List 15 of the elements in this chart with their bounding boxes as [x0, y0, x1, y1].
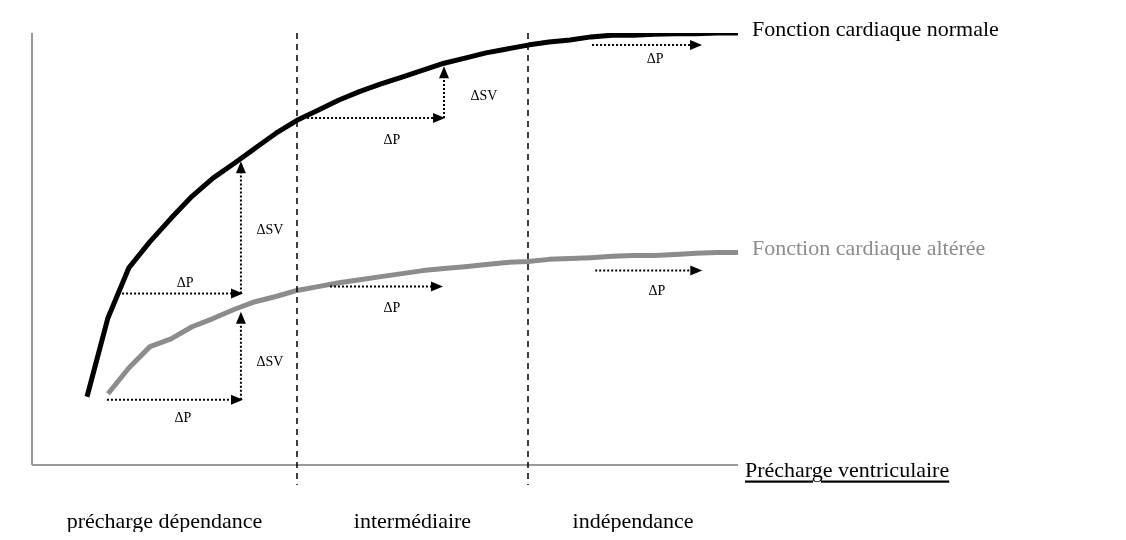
- annotation: ΔP: [383, 131, 401, 147]
- annotation: ΔSV: [256, 222, 284, 238]
- annotation: ΔSV: [256, 354, 284, 370]
- annotation: ΔP: [646, 51, 664, 67]
- text: intermédiaire: [353, 507, 472, 533]
- series-label: Fonction cardiaque normale: [752, 15, 999, 41]
- x-axis-title: Précharge ventriculaire: [745, 456, 950, 482]
- text: indépendance: [572, 507, 694, 533]
- annotation: ΔP: [383, 300, 401, 316]
- series-label: Fonction cardiaque altérée: [752, 234, 986, 260]
- annotation: ΔP: [648, 282, 666, 298]
- annotation: ΔP: [176, 275, 194, 291]
- text: précharge dépendance: [66, 507, 263, 533]
- annotation: ΔSV: [470, 87, 498, 103]
- annotation: ΔP: [174, 410, 192, 426]
